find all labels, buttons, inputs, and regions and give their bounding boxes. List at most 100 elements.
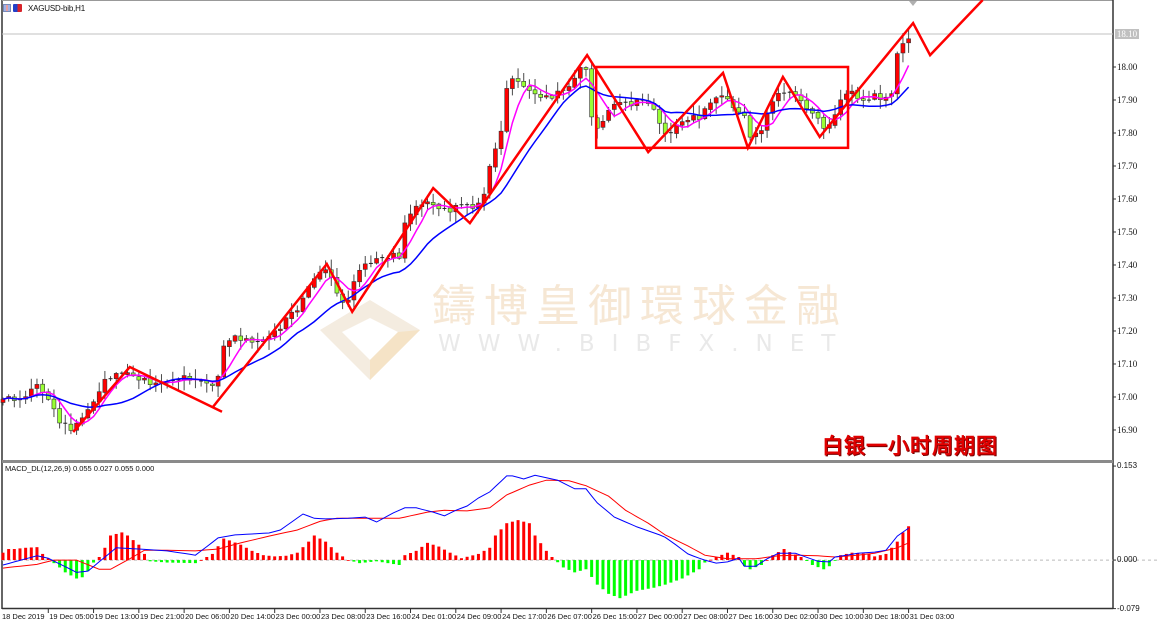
candle [170,371,175,386]
macd-histogram-bar [646,560,650,589]
macd-histogram-bar [126,535,130,561]
macd-histogram-bar [273,556,277,561]
time-tick-label: 27 Dec 16:00 [728,612,774,621]
macd-histogram-bar [493,535,497,561]
candle [849,84,855,105]
candle [662,113,668,142]
candle [362,256,368,277]
macd-histogram-bar [788,552,792,561]
price-tick-label: 18.00 [1117,61,1138,72]
macd-histogram-bar [527,523,531,561]
macd-histogram-bar [675,560,679,581]
macd-histogram-bar [341,556,345,561]
macd-histogram-bar [267,555,271,561]
macd-histogram-bar [714,556,718,561]
time-tick-label: 26 Dec 07:00 [547,612,592,621]
time-tick-label: 27 Dec 00:00 [637,612,683,621]
macd-histogram-bar [216,546,220,561]
macd-histogram-bar [833,560,837,561]
candle [493,142,498,172]
candle [900,33,906,63]
macd-histogram-bar [709,559,712,561]
time-tick-label: 19 Dec 13:00 [94,612,140,621]
macd-histogram-bar [839,555,843,561]
macd-tick-label: -0.079 [1117,603,1140,613]
time-tick-label: 30 Dec 02:00 [773,612,819,621]
macd-histogram-bar [448,552,452,561]
macd-histogram-bar [239,544,243,561]
candle [57,399,62,429]
time-tick-label: 20 Dec 06:00 [185,612,230,621]
macd-histogram-bar [686,560,690,576]
candle [249,335,255,349]
macd-histogram-bar [454,555,458,561]
macd-histogram-bar [754,560,758,568]
macd-histogram-bar [731,554,735,561]
macd-histogram-bar [482,550,486,561]
watermark-url: WWW.BIBFX.NET [438,331,853,357]
macd-histogram-bar [437,546,441,561]
zigzag-trendline[interactable] [72,365,223,433]
candlestick-series [0,28,911,435]
macd-histogram-bar [80,560,84,578]
macd-histogram-bar [318,538,322,561]
candle [380,254,385,262]
candle [628,91,634,111]
macd-histogram-bar [765,560,769,561]
chart-window-icon[interactable] [3,4,11,12]
macd-histogram-bar [1,552,5,561]
candle [759,124,764,143]
macd-histogram-bar [578,560,582,571]
candle [527,79,532,99]
candle [782,82,787,101]
macd-histogram-bar [703,560,707,563]
time-tick-label: 18 Dec 2019 [2,612,45,621]
trend-drawings[interactable] [72,0,984,433]
candle [238,327,244,350]
candle [357,264,362,288]
macd-histogram-bar [431,544,435,561]
macd-histogram-bar [103,547,107,561]
macd-histogram-bar [35,547,39,561]
macd-histogram-bar [244,547,248,561]
candle [725,89,730,102]
macd-histogram-bar [471,555,475,561]
candle [300,294,306,314]
save-icon[interactable] [13,4,22,12]
time-tick-label: 19 Dec 21:00 [139,612,185,621]
symbol-title: XAGUSD-bib,H1 [28,3,85,13]
macd-tick-label: 0.000 [1117,555,1138,565]
macd-histogram-bar [867,553,871,561]
macd-histogram-bar [278,556,282,561]
macd-histogram-bar [301,547,305,561]
macd-histogram-bar [680,560,684,579]
macd-histogram-bar [878,555,882,561]
candle [176,377,181,391]
macd-histogram-bar [307,541,311,561]
watermark-logo-icon [320,300,420,380]
candle [278,324,283,341]
price-tick-label: 16.90 [1117,424,1138,435]
candle [600,115,606,131]
macd-histogram-bar [12,549,16,561]
candle [713,96,719,114]
macd-histogram-bar [7,549,11,561]
macd-histogram-bar [844,553,848,561]
macd-tick-label: 0.153 [1117,461,1138,471]
macd-histogram-bar [92,560,96,563]
macd-histogram-bar [816,560,820,568]
zigzag-trendline[interactable] [212,0,984,408]
macd-histogram-bar [143,553,146,561]
macd-histogram-bar [154,560,158,562]
time-tick-label: 24 Dec 17:00 [502,612,547,621]
macd-histogram-bar [442,549,446,561]
macd-histogram-bar [692,560,696,573]
time-tick-label: 20 Dec 14:00 [230,612,276,621]
time-tick-label: 27 Dec 08:00 [683,612,728,621]
candle [465,202,470,216]
price-tick-label: 17.60 [1117,193,1138,204]
macd-histogram-bar [725,552,729,561]
consolidation-rectangle[interactable] [594,65,850,150]
macd-histogram-bar [584,560,588,570]
